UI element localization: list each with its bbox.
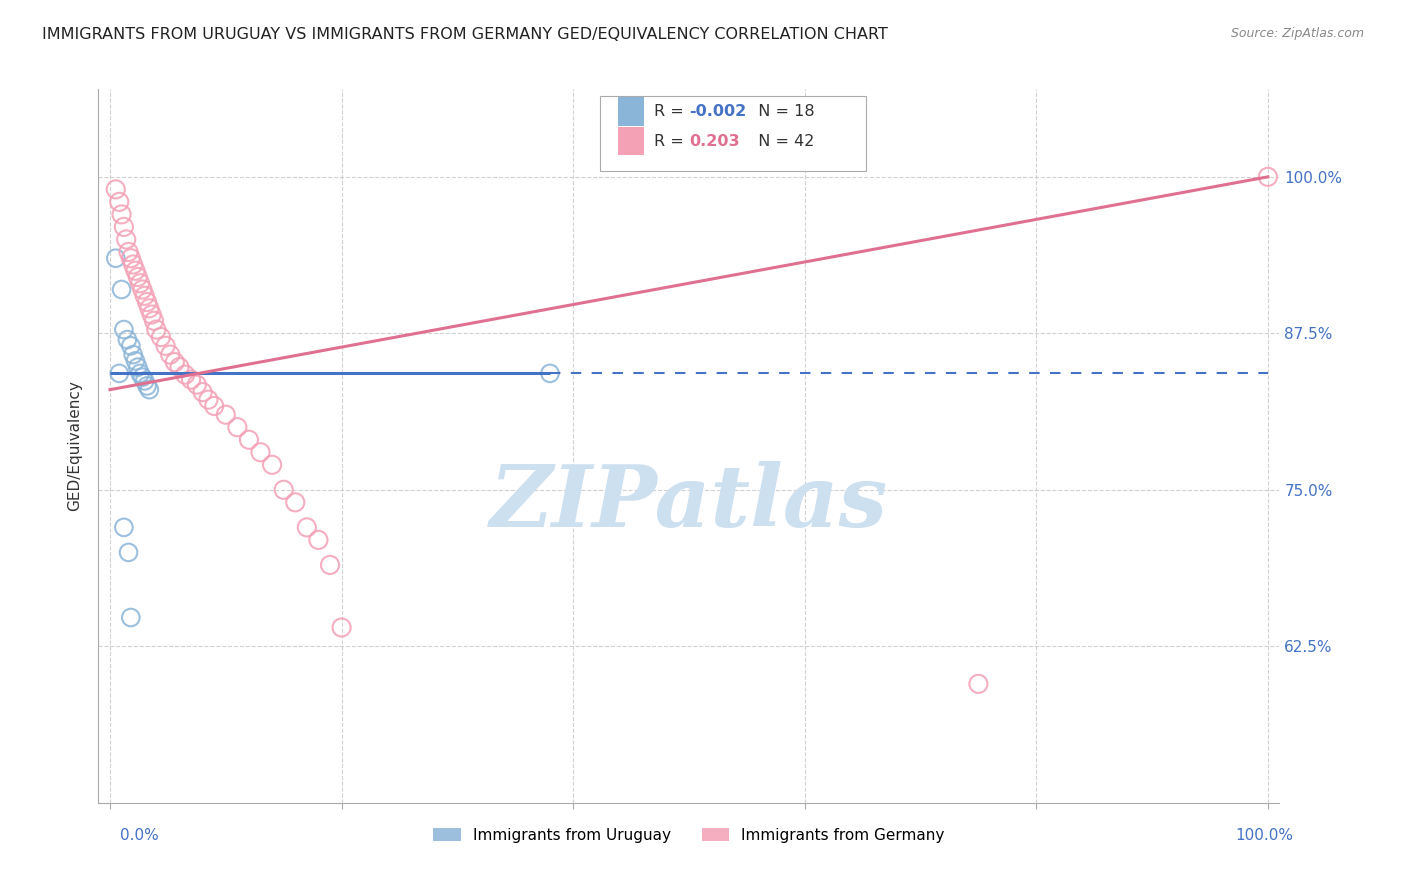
- Point: [136, 379, 159, 393]
- Point: [127, 270, 149, 285]
- Point: [174, 368, 197, 382]
- Point: [108, 194, 131, 209]
- Point: [155, 339, 177, 353]
- Point: [120, 610, 142, 624]
- Point: [112, 219, 135, 234]
- Point: [238, 433, 260, 447]
- Point: [131, 370, 153, 384]
- Point: [124, 264, 146, 278]
- Point: [120, 251, 142, 265]
- Point: [307, 533, 329, 547]
- Legend: Immigrants from Uruguay, Immigrants from Germany: Immigrants from Uruguay, Immigrants from…: [427, 822, 950, 848]
- Point: [129, 277, 152, 291]
- Point: [295, 520, 318, 534]
- FancyBboxPatch shape: [600, 96, 866, 171]
- Bar: [619, 97, 644, 126]
- Point: [169, 360, 191, 375]
- Point: [104, 182, 127, 196]
- Point: [122, 257, 145, 271]
- Point: [124, 354, 146, 368]
- Point: [262, 458, 284, 472]
- Text: R =: R =: [654, 134, 689, 149]
- Point: [180, 373, 202, 387]
- Point: [145, 322, 167, 336]
- Point: [249, 445, 271, 459]
- Point: [112, 520, 135, 534]
- Text: -0.002: -0.002: [689, 103, 747, 119]
- Point: [141, 308, 163, 322]
- Point: [273, 483, 295, 497]
- Text: 0.203: 0.203: [689, 134, 740, 149]
- Point: [159, 348, 181, 362]
- Point: [226, 420, 249, 434]
- Text: IMMIGRANTS FROM URUGUAY VS IMMIGRANTS FROM GERMANY GED/EQUIVALENCY CORRELATION C: IMMIGRANTS FROM URUGUAY VS IMMIGRANTS FR…: [42, 27, 889, 42]
- Text: ZIPatlas: ZIPatlas: [489, 461, 889, 545]
- Text: N = 42: N = 42: [748, 134, 814, 149]
- Point: [115, 232, 138, 246]
- Point: [117, 545, 139, 559]
- Point: [129, 367, 152, 381]
- Point: [134, 374, 156, 388]
- Point: [215, 408, 238, 422]
- Text: 0.0%: 0.0%: [120, 828, 159, 843]
- Text: Source: ZipAtlas.com: Source: ZipAtlas.com: [1230, 27, 1364, 40]
- Point: [122, 348, 145, 362]
- Point: [112, 322, 135, 336]
- Point: [191, 385, 214, 400]
- Point: [138, 383, 160, 397]
- Point: [197, 392, 219, 407]
- Bar: [619, 127, 644, 155]
- Point: [1257, 169, 1279, 184]
- Point: [149, 330, 172, 344]
- Point: [108, 367, 131, 381]
- Point: [117, 244, 139, 259]
- Text: R =: R =: [654, 103, 689, 119]
- Point: [117, 333, 139, 347]
- Point: [186, 377, 208, 392]
- Point: [136, 295, 159, 310]
- Point: [110, 283, 132, 297]
- Text: 100.0%: 100.0%: [1236, 828, 1294, 843]
- Point: [138, 301, 160, 316]
- Point: [120, 339, 142, 353]
- Point: [134, 289, 156, 303]
- Point: [110, 207, 132, 221]
- Point: [202, 399, 225, 413]
- Point: [538, 367, 561, 381]
- Point: [143, 314, 166, 328]
- Point: [284, 495, 307, 509]
- Point: [319, 558, 342, 572]
- Point: [330, 621, 353, 635]
- Point: [104, 251, 127, 265]
- Point: [131, 283, 153, 297]
- Point: [163, 355, 186, 369]
- Y-axis label: GED/Equivalency: GED/Equivalency: [67, 381, 83, 511]
- Point: [127, 360, 149, 375]
- Text: N = 18: N = 18: [748, 103, 814, 119]
- Point: [967, 677, 990, 691]
